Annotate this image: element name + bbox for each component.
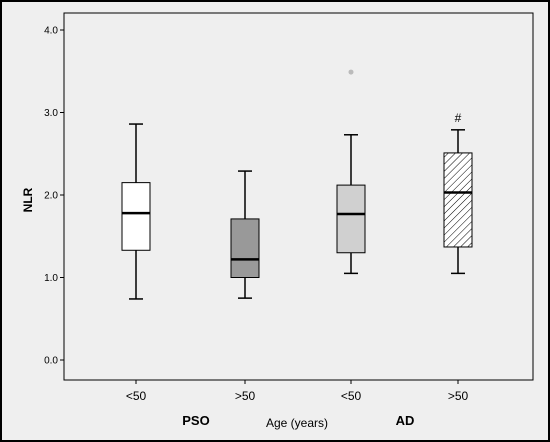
x-axis: <50 >50 <50 >50 [126, 380, 469, 403]
box-body [121, 182, 151, 251]
y-tick-label-4: 4.0 [44, 26, 58, 37]
box-2 [336, 69, 366, 275]
x-axis-title: Age (years) [266, 416, 328, 430]
box-body [230, 218, 260, 279]
box-0 [121, 123, 151, 300]
x-tick-label-0: <50 [126, 389, 147, 403]
outlier-point-0 [348, 69, 354, 75]
significance-marker: # [455, 111, 462, 125]
box-3: # [443, 111, 473, 275]
x-tick-label-3: >50 [448, 389, 469, 403]
y-tick-label-0: 0.0 [44, 356, 58, 367]
y-axis-title: NLR [21, 187, 35, 212]
box-body [336, 184, 366, 254]
y-tick-label-1: 1.0 [44, 273, 58, 284]
y-tick-label-2: 2.0 [44, 191, 58, 202]
group-label-ad: AD [396, 413, 415, 428]
y-tick-label-3: 3.0 [44, 108, 58, 119]
boxes: # [121, 69, 473, 300]
box-1 [230, 170, 260, 299]
y-axis: 0.0 1.0 2.0 3.0 4.0 [44, 26, 64, 367]
x-tick-label-2: <50 [341, 389, 362, 403]
x-tick-label-1: >50 [235, 389, 256, 403]
group-label-pso: PSO [182, 413, 209, 428]
box-body [443, 152, 473, 248]
